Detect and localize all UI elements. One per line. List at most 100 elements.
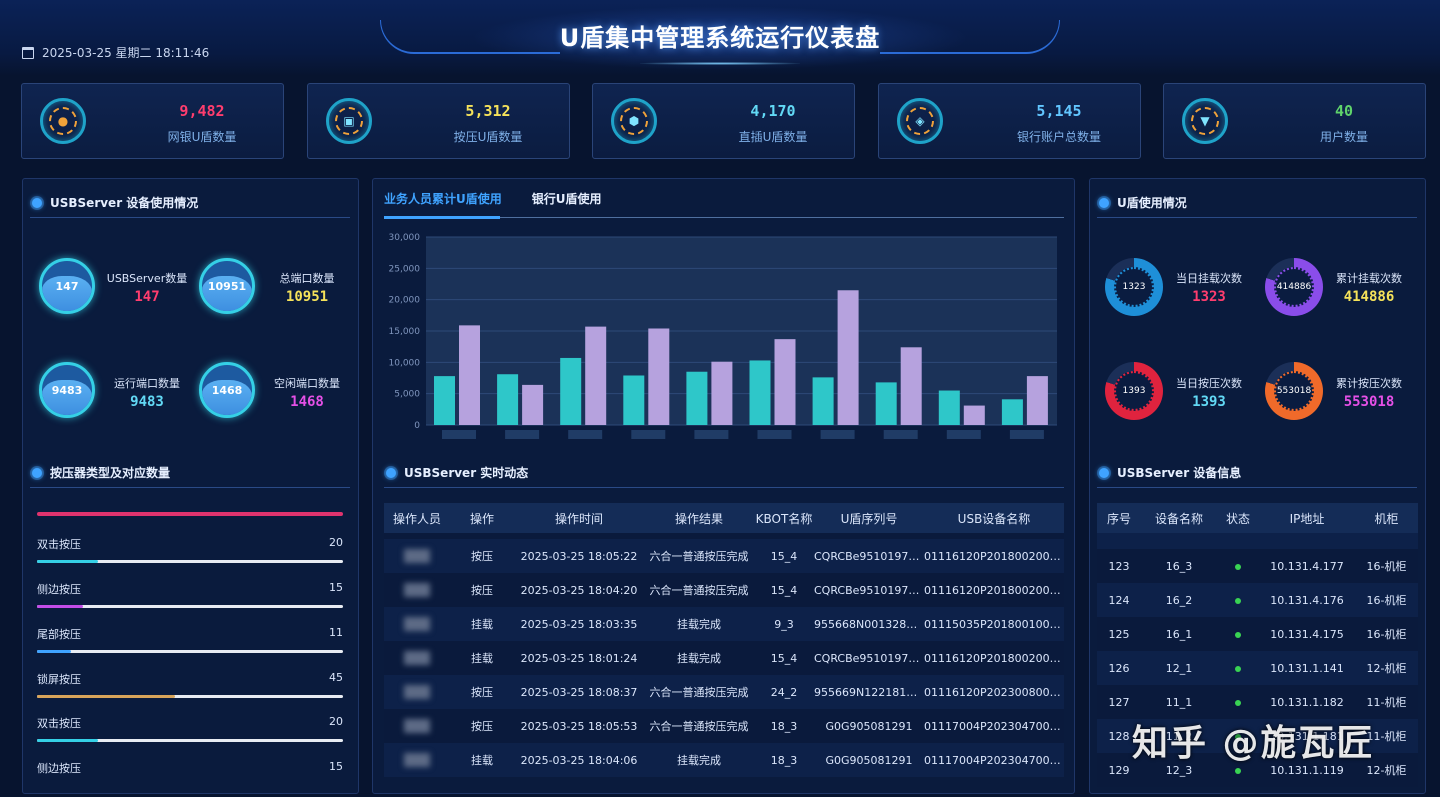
chart-bar[interactable] [560,357,582,425]
table-row[interactable]: 125 16_1 10.131.4.175 16-机柜 [1097,617,1418,651]
table-row[interactable]: 127 11_1 10.131.1.182 11-机柜 [1097,685,1418,719]
table-row[interactable]: 按压 2025-03-25 18:04:20 六合一普通按压完成 15_4 CQRCBe… [384,573,1064,607]
table-cell [1217,719,1259,753]
header-bar: U盾集中管理系统运行仪表盘 [0,0,1440,76]
table-cell: 24_2 [754,675,814,709]
presser-fill [37,739,99,742]
column-header: 操作 [450,503,514,533]
status-online-dot [1235,733,1241,740]
chart-bar[interactable] [900,347,922,425]
chart-bar[interactable] [812,377,834,425]
table-cell: 123 [1097,549,1141,583]
gem-icon: ◈ [897,98,943,144]
chart-bar[interactable] [459,325,480,425]
presser-types-title: 按压器类型及对应数量 [32,464,170,481]
stat-value: 5,145 [1036,102,1082,120]
table-cell: 01116120P20180020000... [924,641,1064,675]
coin-icon: ● [40,98,86,144]
chart-bar[interactable] [875,382,897,425]
tab-divider [384,217,1064,218]
column-header: 操作人员 [384,503,450,533]
table-row[interactable]: 挂载 2025-03-25 18:03:35 挂载完成 9_3 955668N00132… [384,607,1064,641]
chart-bar[interactable] [837,290,859,425]
gauge-label: 运行端口数量 [114,377,180,390]
table-row[interactable]: 123 16_3 10.131.4.177 16-机柜 [1097,549,1418,583]
tab-bank-usage[interactable]: 银行U盾使用 [531,192,602,206]
table-cell: CQRCBe9510197660 [814,573,924,607]
stat-card-direct: ⬢ 4,170 直插U盾数量 [592,83,855,159]
section-divider [30,487,350,488]
section-sun-icon [1099,467,1109,478]
table-row[interactable]: 129 12_3 10.131.1.119 12-机柜 [1097,753,1418,787]
liquid-gauge: 9483 [39,362,95,418]
presser-fill [37,650,71,653]
table-cell: G0G905081291 [814,743,924,777]
presser-count: 15 [329,581,343,594]
table-cell: 挂载 [450,641,514,675]
table-cell: 01116120P20230080000... [924,675,1064,709]
table-cell: 15_4 [754,641,814,675]
table-cell: 16_2 [1141,583,1217,617]
chart-bar[interactable] [522,384,544,425]
presser-fill [37,695,175,698]
table-cell: 按压 [450,573,514,607]
stat-card-accounts: ◈ 5,145 银行账户总数量 [878,83,1141,159]
chart-bar[interactable] [434,376,455,425]
section-sun-icon [386,467,396,478]
presser-count: 20 [329,715,343,728]
ring-value: 1393 [1192,394,1226,410]
column-header: U盾序列号 [814,503,924,533]
gauge-value: 10951 [285,289,329,305]
chart-y-tick: 5,000 [394,390,420,400]
chart-bar[interactable] [686,371,708,425]
chart-bar[interactable] [938,390,960,425]
device-table-wrap: 序号 设备名称 状态 IP地址 机柜 123 16_3 10.131.4.177 16-机柜 1… [1097,503,1418,787]
table-row[interactable]: 按压 2025-03-25 18:08:37 六合一普通按压完成 24_2 955669… [384,675,1064,709]
ring-label: 当日按压次数 [1176,377,1242,390]
chart-bar[interactable] [963,405,985,425]
table-cell: 12-机柜 [1355,753,1418,787]
table-cell: 2025-03-25 18:01:24 [514,641,644,675]
table-row[interactable]: 挂载 2025-03-25 18:01:24 挂载完成 15_4 CQRCBe95101… [384,641,1064,675]
table-cell: 挂载完成 [644,743,754,777]
table-row[interactable]: 按压 2025-03-25 18:05:22 六合一普通按压完成 15_4 CQRCBe… [384,539,1064,573]
table-cell: CQRCBe9510197660 [814,539,924,573]
table-cell: 15_4 [754,573,814,607]
chart-bar[interactable] [749,360,771,425]
table-row[interactable]: 按压 2025-03-25 18:05:53 六合一普通按压完成 18_3 G0G905… [384,709,1064,743]
table-row[interactable]: 124 16_2 10.131.4.176 16-机柜 [1097,583,1418,617]
presser-name: 双击按压 [37,717,81,730]
presser-item: 侧边按压 15 [37,760,343,776]
column-header: 操作结果 [644,503,754,533]
table-cell: 15_4 [754,539,814,573]
table-row[interactable]: 126 12_1 10.131.1.141 12-机柜 [1097,651,1418,685]
redacted-name [404,651,430,665]
chart-bar[interactable] [774,339,796,425]
table-row[interactable]: 挂载 2025-03-25 18:04:06 挂载完成 18_3 G0G90508129… [384,743,1064,777]
liquid-gauge: 147 [39,258,95,314]
chart-bar[interactable] [711,361,733,425]
tab-staff-usage[interactable]: 业务人员累计U盾使用 [384,192,502,206]
table-cell: 10.131.1.119 [1259,753,1355,787]
chart-bar[interactable] [648,328,670,425]
realtime-table-wrap: 操作人员 操作 操作时间 操作结果 KBOT名称 U盾序列号 USB设备名称 按压 2025-… [384,503,1064,779]
status-online-dot [1235,631,1241,638]
table-row[interactable]: 128 11_2 10.131.1.181 11-机柜 [1097,719,1418,753]
column-header: KBOT名称 [754,503,814,533]
status-online-dot [1235,767,1241,774]
table-cell: 12_1 [1141,651,1217,685]
table-cell: 按压 [450,539,514,573]
presser-track [37,650,343,653]
table-cell: 12-机柜 [1355,651,1418,685]
chart-bar[interactable] [1026,376,1048,425]
chart-bar[interactable] [623,375,645,425]
table-cell: 18_3 [754,743,814,777]
chart-bar[interactable] [497,374,519,425]
chart-bar[interactable] [585,326,607,425]
table-cell: 16_3 [1141,549,1217,583]
gauge-label: USBServer数量 [106,272,188,285]
chart-bar[interactable] [1001,399,1023,425]
liquid-gauge: 1468 [199,362,255,418]
stat-card-users: ▼ 40 用户数量 [1163,83,1426,159]
presser-item: 锁屏按压 45 [37,671,343,698]
